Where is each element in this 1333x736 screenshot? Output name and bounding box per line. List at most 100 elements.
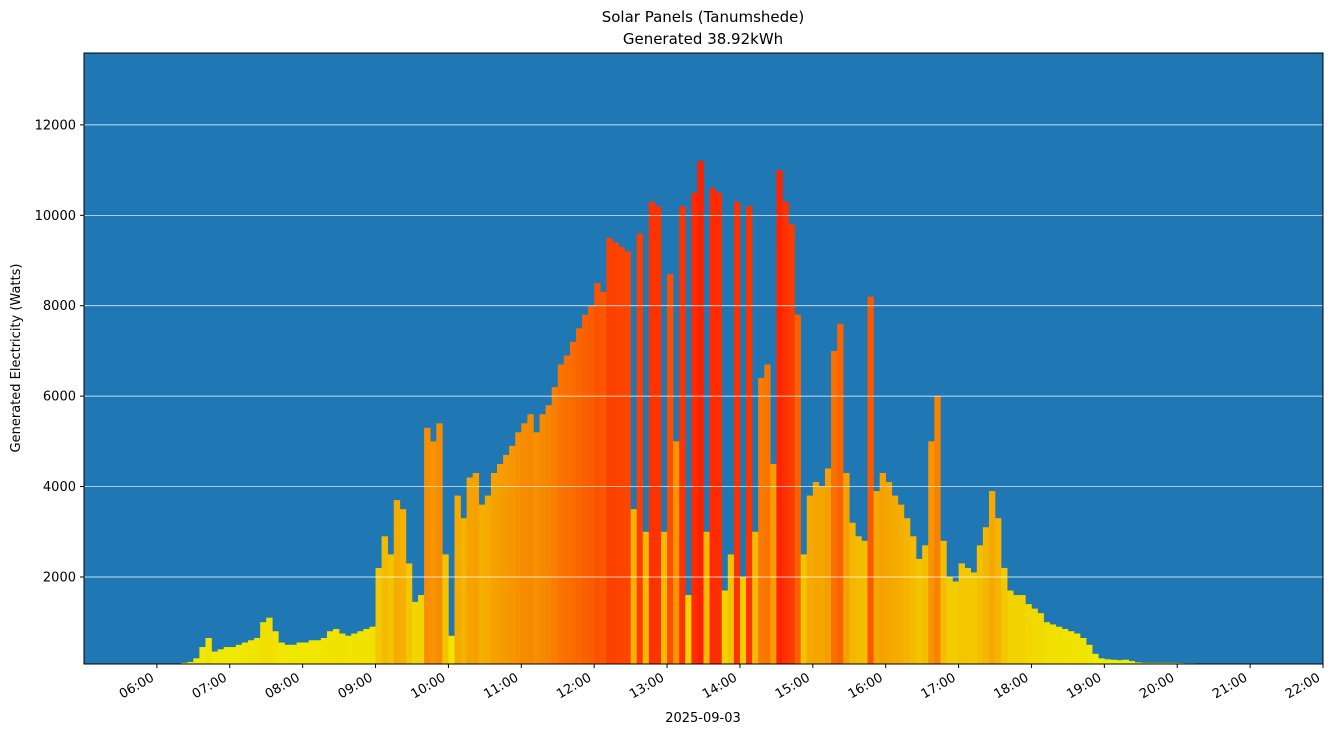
bar	[418, 595, 425, 664]
bar	[697, 161, 704, 665]
bar	[551, 387, 559, 664]
bar	[1049, 624, 1057, 664]
bar	[333, 628, 340, 664]
bar	[660, 531, 668, 664]
bar	[715, 192, 723, 664]
bar	[563, 355, 571, 664]
x-tick-label: 15:00	[773, 670, 813, 702]
bar	[1025, 604, 1032, 664]
bar	[1134, 662, 1142, 664]
x-tick-label: 08:00	[263, 670, 303, 702]
bar	[411, 601, 419, 664]
bar	[345, 635, 352, 664]
chart-subtitle: Generated 38.92kWh	[623, 30, 783, 48]
bar	[1080, 638, 1087, 664]
x-tick-label: 19:00	[1064, 670, 1104, 702]
bar	[885, 482, 893, 664]
bar	[1171, 662, 1178, 664]
bar	[569, 341, 577, 664]
bar	[217, 649, 224, 664]
bar	[266, 617, 273, 664]
bar	[764, 364, 771, 664]
bar	[381, 536, 388, 664]
bar	[247, 640, 255, 664]
bar	[636, 233, 644, 664]
bar	[995, 518, 1002, 664]
x-tick-label: 11:00	[481, 670, 521, 702]
bar	[187, 661, 194, 664]
bar	[369, 626, 376, 664]
bar	[806, 495, 814, 664]
bar	[654, 206, 662, 664]
bar	[375, 567, 382, 664]
bar	[363, 628, 370, 664]
bar	[1086, 644, 1093, 664]
bar	[770, 463, 777, 664]
bar	[782, 201, 789, 664]
bar	[733, 201, 741, 664]
x-tick-label: 07:00	[190, 670, 230, 702]
bar	[272, 631, 279, 664]
bar	[387, 554, 395, 664]
x-tick-label: 14:00	[700, 670, 740, 702]
bar	[673, 441, 680, 664]
x-tick-label: 16:00	[846, 670, 886, 702]
bar	[399, 509, 407, 664]
x-tick-label: 20:00	[1137, 670, 1177, 702]
bar	[351, 633, 358, 664]
bar	[1073, 633, 1081, 664]
bar	[703, 531, 710, 664]
bar	[211, 651, 218, 664]
bar	[934, 396, 941, 664]
bar	[928, 441, 935, 664]
bar	[582, 314, 589, 664]
bar	[314, 640, 322, 664]
bar	[679, 206, 686, 664]
bar	[855, 536, 862, 664]
bar	[891, 495, 899, 664]
bar	[982, 527, 990, 664]
bar	[1098, 658, 1105, 664]
bar	[478, 504, 486, 664]
bar	[424, 427, 431, 664]
bar	[278, 642, 285, 664]
bar	[393, 500, 401, 664]
bar	[824, 468, 832, 664]
bar	[897, 504, 905, 664]
bar	[448, 635, 455, 664]
bar	[691, 192, 698, 664]
bar	[873, 491, 880, 664]
bar	[254, 638, 261, 664]
bar	[916, 558, 923, 664]
bar	[800, 554, 808, 664]
bar	[879, 472, 887, 664]
bar	[746, 206, 753, 664]
bar	[466, 477, 474, 664]
bar	[460, 518, 467, 664]
x-tick-label: 17:00	[919, 670, 959, 702]
y-tick-label: 12000	[35, 118, 76, 133]
bar	[837, 323, 844, 664]
bar	[1007, 590, 1014, 664]
y-axis-label: Generated Electricity (Watts)	[9, 264, 24, 453]
bar	[1037, 613, 1044, 664]
bar	[685, 595, 692, 664]
bar	[205, 638, 212, 664]
x-tick-label: 18:00	[992, 670, 1032, 702]
bar	[794, 314, 801, 664]
bar	[721, 590, 729, 664]
y-tick-label: 8000	[43, 299, 76, 314]
bar	[648, 201, 656, 664]
bar	[612, 242, 619, 664]
bar	[818, 486, 826, 664]
bar	[308, 640, 316, 664]
y-tick-label: 2000	[43, 570, 76, 585]
bar	[588, 305, 595, 664]
bar	[1146, 662, 1154, 664]
bar	[1116, 660, 1123, 664]
bar	[497, 463, 504, 664]
y-tick-label: 6000	[43, 390, 76, 405]
bar	[831, 350, 838, 664]
bar	[575, 328, 583, 664]
